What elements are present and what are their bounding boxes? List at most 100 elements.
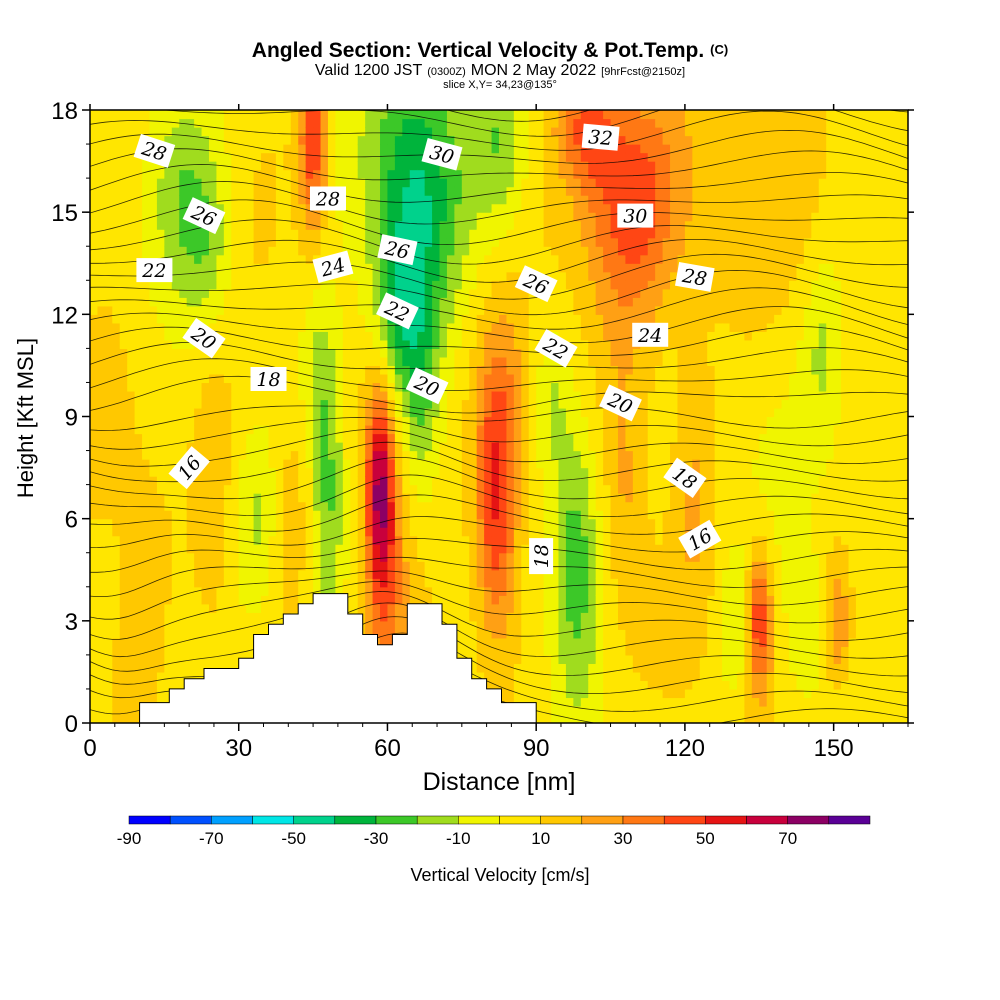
heatmap-cell bbox=[268, 442, 277, 452]
heatmap-cell bbox=[171, 237, 180, 247]
heatmap-cell bbox=[565, 518, 574, 528]
heatmap-cell bbox=[290, 305, 299, 315]
heatmap-cell bbox=[394, 620, 403, 630]
heatmap-cell bbox=[142, 390, 151, 401]
heatmap-cell bbox=[469, 629, 478, 639]
heatmap-cell bbox=[350, 331, 359, 341]
heatmap-cell bbox=[283, 135, 292, 145]
heatmap-cell bbox=[208, 552, 218, 562]
heatmap-cell bbox=[365, 263, 374, 273]
heatmap-cell bbox=[387, 212, 396, 222]
heatmap-cell bbox=[476, 356, 485, 367]
heatmap-cell bbox=[290, 365, 299, 375]
heatmap-cell bbox=[208, 425, 218, 435]
heatmap-cell bbox=[223, 110, 232, 120]
heatmap-cell bbox=[432, 535, 441, 545]
heatmap-cell bbox=[461, 161, 470, 171]
heatmap-cell bbox=[90, 152, 99, 162]
heatmap-cell bbox=[536, 484, 545, 494]
heatmap-cell bbox=[246, 442, 255, 452]
heatmap-cell bbox=[365, 382, 374, 392]
heatmap-cell bbox=[201, 442, 210, 452]
heatmap-cell bbox=[521, 135, 530, 145]
heatmap-cell bbox=[521, 237, 530, 247]
heatmap-cell bbox=[350, 535, 359, 545]
heatmap-cell bbox=[551, 654, 560, 664]
heatmap-cell bbox=[261, 331, 270, 341]
heatmap-cell bbox=[171, 407, 180, 418]
heatmap-cell bbox=[201, 416, 210, 426]
heatmap-cell bbox=[491, 144, 500, 154]
heatmap-cell bbox=[402, 144, 411, 154]
heatmap-cell bbox=[208, 322, 218, 332]
heatmap-cell bbox=[201, 390, 210, 401]
heatmap-cell bbox=[491, 169, 500, 179]
heatmap-cell bbox=[298, 118, 307, 128]
heatmap-cell bbox=[231, 348, 240, 358]
heatmap-cell bbox=[275, 280, 284, 290]
heatmap-cell bbox=[127, 263, 136, 273]
heatmap-cell bbox=[149, 484, 158, 494]
heatmap-cell bbox=[357, 305, 366, 315]
heatmap-cell bbox=[446, 450, 455, 460]
heatmap-cell bbox=[149, 476, 158, 486]
heatmap-cell bbox=[253, 459, 262, 469]
heatmap-cell bbox=[290, 407, 299, 418]
heatmap-cell bbox=[543, 450, 552, 460]
heatmap-cell bbox=[387, 442, 396, 452]
heatmap-cell bbox=[305, 229, 314, 239]
heatmap-cell bbox=[565, 365, 574, 375]
heatmap-cell bbox=[499, 280, 508, 290]
heatmap-cell bbox=[283, 544, 292, 554]
heatmap-cell bbox=[320, 527, 329, 537]
heatmap-cell bbox=[565, 595, 574, 605]
heatmap-cell bbox=[238, 399, 247, 409]
heatmap-cell bbox=[97, 288, 106, 298]
heatmap-cell bbox=[97, 680, 106, 690]
heatmap-cell bbox=[283, 186, 292, 196]
heatmap-cell bbox=[506, 476, 515, 486]
heatmap-cell bbox=[246, 450, 255, 460]
heatmap-cell bbox=[528, 518, 537, 528]
heatmap-cell bbox=[283, 578, 292, 588]
heatmap-cell bbox=[186, 390, 195, 401]
heatmap-cell bbox=[179, 544, 188, 554]
heatmap-cell bbox=[149, 305, 158, 315]
heatmap-cell bbox=[201, 637, 210, 647]
heatmap-cell bbox=[134, 373, 143, 384]
heatmap-cell bbox=[476, 535, 485, 545]
heatmap-cell bbox=[164, 288, 173, 298]
heatmap-cell bbox=[223, 127, 232, 137]
heatmap-cell bbox=[179, 271, 188, 281]
heatmap-cell bbox=[506, 493, 515, 503]
heatmap-cell bbox=[179, 433, 188, 443]
heatmap-cell bbox=[201, 646, 210, 656]
heatmap-cell bbox=[127, 484, 136, 494]
heatmap-cell bbox=[342, 518, 351, 528]
heatmap-cell bbox=[335, 246, 344, 256]
heatmap-cell bbox=[372, 501, 381, 511]
heatmap-cell bbox=[454, 373, 463, 384]
heatmap-cell bbox=[573, 339, 582, 349]
heatmap-cell bbox=[246, 399, 255, 409]
heatmap-cell bbox=[298, 399, 307, 409]
heatmap-cell bbox=[179, 314, 188, 324]
heatmap-cell bbox=[394, 459, 403, 469]
heatmap-cell bbox=[186, 569, 195, 579]
heatmap-cell bbox=[320, 416, 329, 426]
heatmap-cell bbox=[513, 629, 522, 639]
heatmap-cell bbox=[350, 518, 359, 528]
heatmap-cell bbox=[156, 493, 165, 503]
heatmap-cell bbox=[380, 356, 389, 367]
heatmap-cell bbox=[432, 127, 441, 137]
heatmap-cell bbox=[513, 586, 522, 596]
heatmap-cell bbox=[394, 382, 403, 392]
heatmap-cell bbox=[350, 246, 359, 256]
heatmap-cell bbox=[164, 356, 173, 367]
heatmap-cell bbox=[432, 229, 441, 239]
heatmap-cell bbox=[454, 229, 463, 239]
heatmap-cell bbox=[142, 697, 151, 707]
heatmap-cell bbox=[380, 331, 389, 341]
heatmap-cell bbox=[372, 220, 381, 230]
heatmap-cell bbox=[97, 110, 106, 120]
